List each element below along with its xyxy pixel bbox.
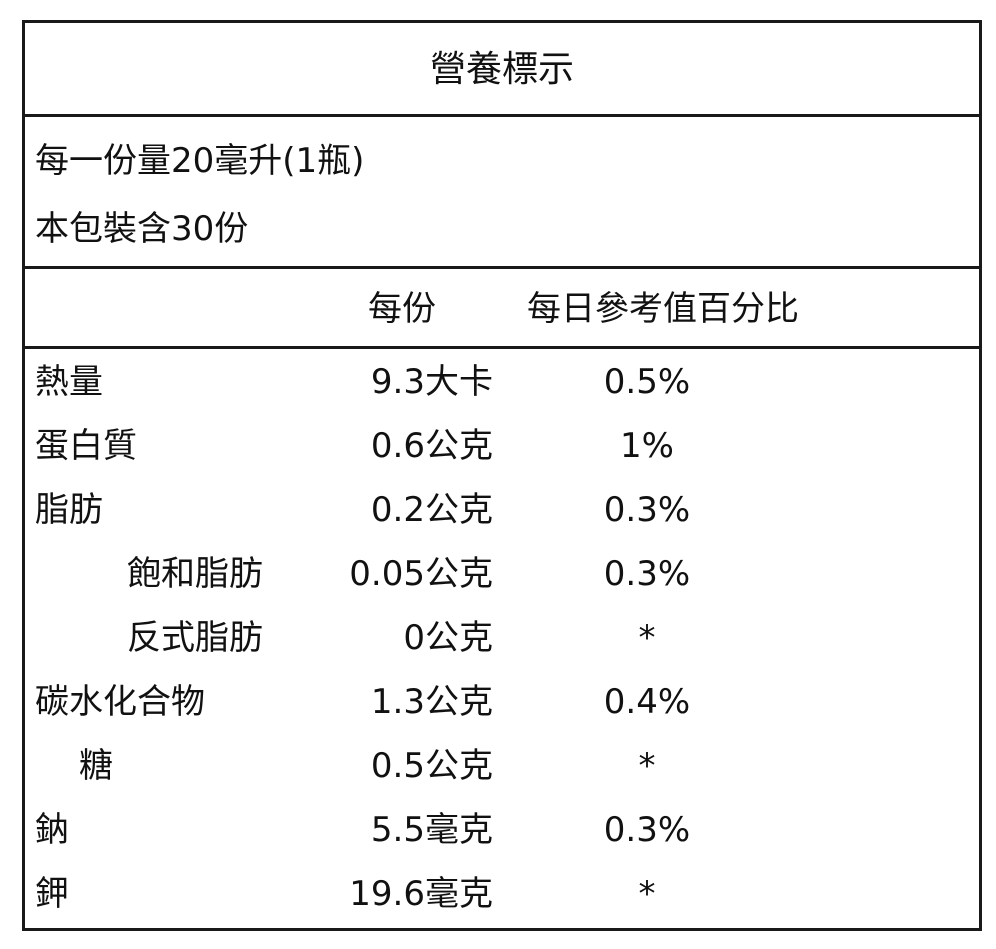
nutrient-daily-value: 0.4% [603, 682, 691, 722]
table-row: 飽和脂肪 0.05公克 0.3% [25, 542, 979, 606]
table-row: 熱量 9.3大卡 0.5% [25, 350, 979, 414]
nutrient-daily-value: * [638, 746, 656, 786]
nutrient-daily-value: 0.3% [603, 490, 691, 530]
serving-size: 每一份量20毫升(1瓶) [35, 141, 365, 181]
nutrient-daily-value: 1% [620, 426, 674, 466]
divider [25, 114, 979, 117]
table-row: 鈉 5.5毫克 0.3% [25, 798, 979, 862]
nutrient-amount: 0.6公克 [370, 426, 493, 466]
nutrient-name: 糖 [79, 746, 113, 786]
nutrient-amount: 0公克 [403, 618, 493, 658]
table-row: 脂肪 0.2公克 0.3% [25, 478, 979, 542]
table-row: 糖 0.5公克 * [25, 734, 979, 798]
column-header-daily-value: 每日參考值百分比 [527, 289, 799, 329]
servings-per-package: 本包裝含30份 [35, 209, 249, 249]
nutrient-name: 蛋白質 [35, 426, 137, 466]
table-row: 反式脂肪 0公克 * [25, 606, 979, 670]
nutrient-daily-value: * [638, 874, 656, 914]
nutrient-amount: 0.05公克 [349, 554, 493, 594]
table-row: 鉀 19.6毫克 * [25, 862, 979, 926]
nutrient-daily-value: 0.5% [603, 362, 691, 402]
nutrient-amount: 1.3公克 [370, 682, 493, 722]
nutrient-daily-value: 0.3% [603, 554, 691, 594]
divider [25, 346, 979, 349]
nutrient-name: 反式脂肪 [127, 618, 263, 658]
divider [25, 266, 979, 269]
nutrient-name: 脂肪 [35, 490, 103, 530]
nutrient-name: 熱量 [35, 362, 103, 402]
table-row: 碳水化合物 1.3公克 0.4% [25, 670, 979, 734]
nutrient-daily-value: 0.3% [603, 810, 691, 850]
nutrient-name: 飽和脂肪 [127, 554, 263, 594]
column-header-per-serving: 每份 [368, 289, 436, 329]
nutrient-daily-value: * [638, 618, 656, 658]
nutrition-label: 營養標示 每一份量20毫升(1瓶) 本包裝含30份 每份 每日參考值百分比 熱量… [22, 20, 982, 931]
nutrient-name: 鈉 [35, 810, 69, 850]
nutrient-amount: 0.2公克 [370, 490, 493, 530]
nutrient-amount: 5.5毫克 [370, 810, 493, 850]
nutrient-name: 鉀 [35, 874, 69, 914]
nutrient-amount: 19.6毫克 [349, 874, 493, 914]
label-title: 營養標示 [429, 49, 574, 90]
nutrient-name: 碳水化合物 [35, 682, 205, 722]
table-row: 蛋白質 0.6公克 1% [25, 414, 979, 478]
nutrient-amount: 0.5公克 [370, 746, 493, 786]
nutrient-amount: 9.3大卡 [370, 362, 493, 402]
